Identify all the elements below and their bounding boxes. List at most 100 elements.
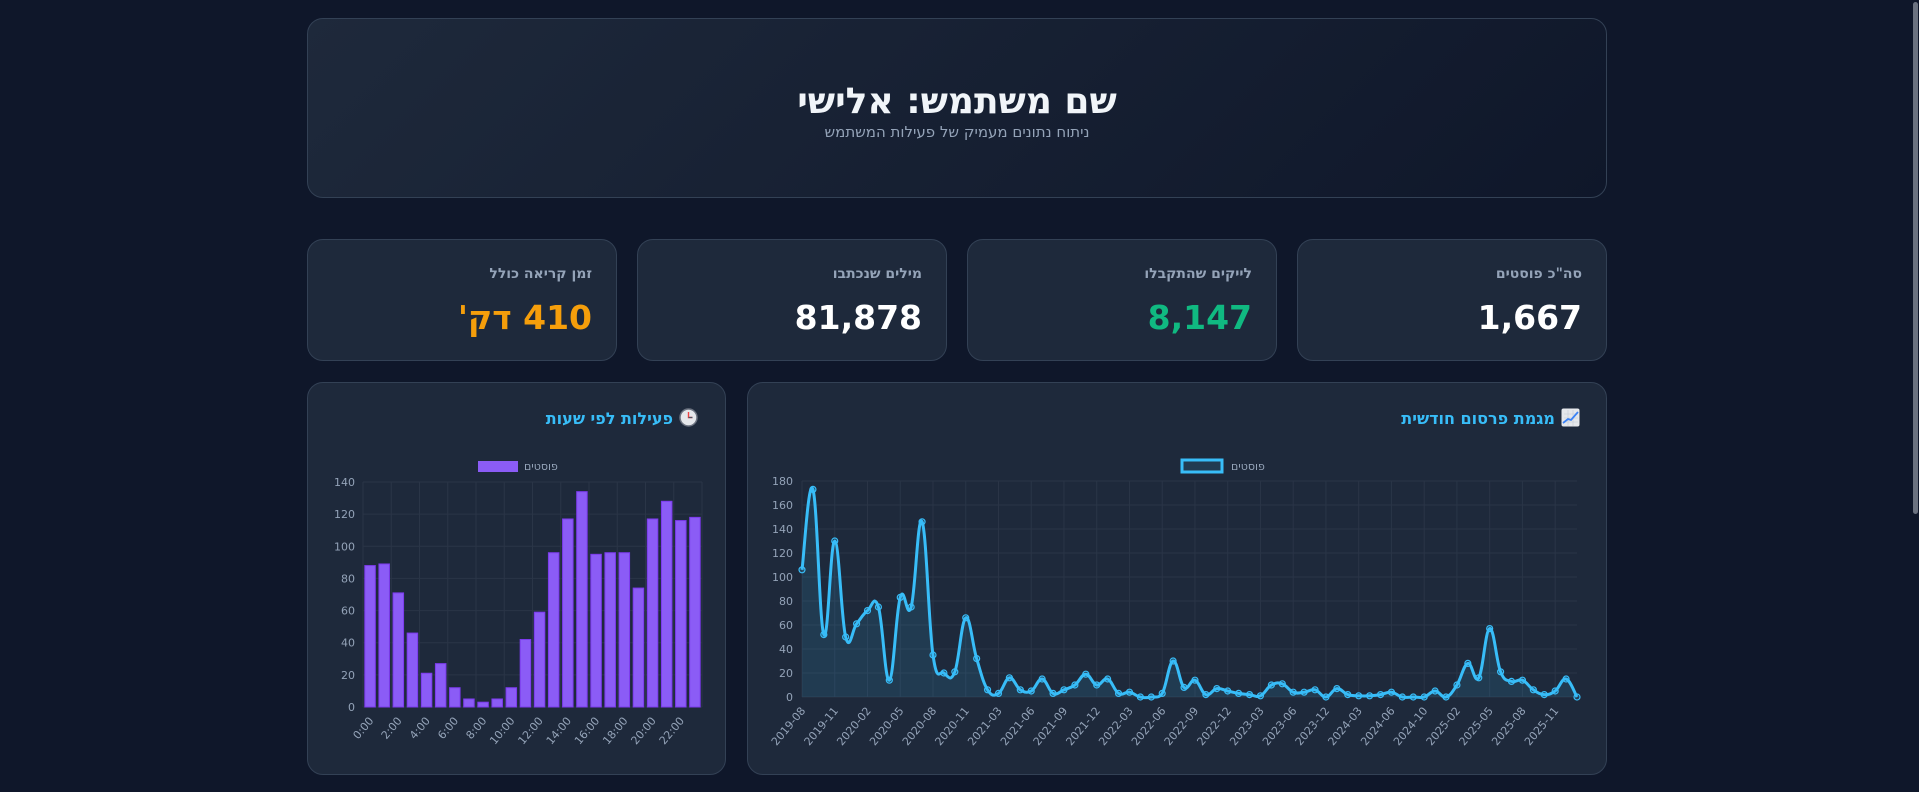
hourly-activity-title: פעילות לפי שעות xyxy=(546,408,698,428)
x-tick-label: 0:00 xyxy=(351,715,377,742)
stat-value: 1,667 xyxy=(1477,298,1582,337)
y-tick-label: 100 xyxy=(772,571,793,584)
data-point xyxy=(842,633,850,641)
data-point xyxy=(1529,686,1537,694)
x-tick-label: 22:00 xyxy=(657,715,687,748)
y-tick-label: 80 xyxy=(341,572,355,585)
data-point xyxy=(1311,686,1319,694)
data-point xyxy=(1060,686,1068,694)
x-tick-label: 8:00 xyxy=(464,715,490,742)
data-point xyxy=(809,485,817,494)
bar xyxy=(646,518,659,708)
x-tick-label: 2025-11 xyxy=(1522,705,1562,749)
y-tick-label: 20 xyxy=(341,669,355,682)
scrollbar[interactable] xyxy=(1912,0,1919,792)
data-point xyxy=(1235,689,1243,697)
page-title: שם משתמש: אלישי xyxy=(797,81,1117,122)
data-point xyxy=(1158,689,1166,697)
stat-value: 81,878 xyxy=(794,298,922,337)
data-point xyxy=(1256,692,1265,700)
data-point xyxy=(1180,683,1188,691)
bar xyxy=(463,698,475,708)
stat-label: מילים שנכתבו xyxy=(832,266,922,282)
y-tick-label: 40 xyxy=(779,643,793,656)
y-tick-label: 20 xyxy=(779,667,793,680)
stat-words: מילים שנכתבו 81,878 xyxy=(637,239,947,361)
data-point xyxy=(973,655,981,663)
bar xyxy=(406,632,419,708)
data-point xyxy=(994,689,1003,697)
page-header: שם משתמש: אלישי ניתוח נתונים מעמיק של פע… xyxy=(307,18,1607,198)
data-point xyxy=(1027,687,1035,695)
data-point xyxy=(1420,693,1428,701)
y-tick-label: 0 xyxy=(348,701,355,714)
data-point xyxy=(1104,675,1112,683)
x-tick-label: 6:00 xyxy=(435,715,461,742)
data-point xyxy=(1125,688,1134,696)
bar xyxy=(590,553,602,708)
data-point xyxy=(1453,681,1461,689)
bar xyxy=(477,701,489,708)
bar xyxy=(576,491,588,708)
data-point xyxy=(874,603,883,611)
data-point xyxy=(918,518,926,526)
monthly-trend-chart: 0204060801001201401601802019-082019-1120… xyxy=(769,458,1581,749)
bar xyxy=(533,611,546,708)
data-point xyxy=(962,614,970,622)
x-tick-label: 2:00 xyxy=(379,715,405,742)
x-tick-label: 12:00 xyxy=(516,715,546,748)
bar xyxy=(604,552,616,708)
data-point xyxy=(1333,685,1341,693)
data-point xyxy=(1562,675,1570,683)
bar xyxy=(660,500,673,708)
bar xyxy=(434,663,447,708)
data-point xyxy=(1224,687,1232,695)
stat-reading-time: זמן קריאה כולל 410 דק' xyxy=(307,239,617,361)
y-tick-label: 40 xyxy=(341,637,355,650)
x-tick-label: 16:00 xyxy=(572,715,602,748)
scrollbar-thumb[interactable] xyxy=(1913,2,1918,514)
bar xyxy=(491,698,503,708)
y-tick-label: 100 xyxy=(334,540,355,553)
data-point xyxy=(1147,693,1155,701)
data-point xyxy=(1082,670,1090,678)
data-point xyxy=(1366,692,1374,700)
data-point xyxy=(940,669,948,677)
y-tick-label: 140 xyxy=(772,523,793,536)
y-tick-label: 60 xyxy=(779,619,793,632)
data-point xyxy=(1344,691,1352,699)
data-point xyxy=(1071,681,1079,689)
bar xyxy=(689,516,701,708)
line-area xyxy=(802,487,1577,698)
data-point xyxy=(798,566,806,574)
stat-value: 8,147 xyxy=(1147,298,1252,337)
data-point xyxy=(1376,691,1385,699)
stat-label: סה"כ פוסטים xyxy=(1495,266,1582,282)
bar xyxy=(547,552,560,708)
data-point xyxy=(1442,693,1450,701)
bar xyxy=(632,587,645,708)
bar xyxy=(505,687,518,708)
data-point xyxy=(1038,675,1046,683)
data-point xyxy=(1486,625,1494,633)
data-point xyxy=(1398,693,1406,701)
monthly-trend-title: מגמת פרסום חודשית xyxy=(1401,408,1580,428)
data-point xyxy=(1322,693,1330,701)
stat-label: לייקים שהתקבלו xyxy=(1144,266,1252,282)
data-point xyxy=(1518,676,1527,684)
data-point xyxy=(1191,676,1199,684)
data-point xyxy=(1245,691,1254,699)
bar xyxy=(675,520,687,708)
data-point xyxy=(1278,680,1286,688)
x-tick-label: 10:00 xyxy=(487,715,517,748)
y-tick-label: 0 xyxy=(786,691,793,704)
legend-swatch xyxy=(1180,458,1224,474)
data-point xyxy=(1387,688,1396,696)
data-point xyxy=(863,607,872,615)
data-point xyxy=(1507,677,1516,685)
data-point xyxy=(1005,674,1013,682)
data-point xyxy=(1049,689,1057,697)
data-point xyxy=(983,686,992,694)
data-point xyxy=(1136,693,1144,701)
hourly-activity-chart: 0 20 40 60 80 100 120 140 0:00 2:00 4:00 6:00 8:0010… xyxy=(334,460,703,748)
